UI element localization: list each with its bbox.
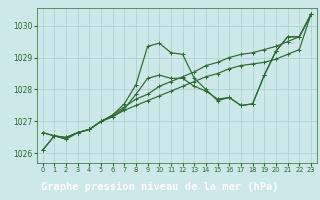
Text: Graphe pression niveau de la mer (hPa): Graphe pression niveau de la mer (hPa) — [41, 181, 279, 192]
